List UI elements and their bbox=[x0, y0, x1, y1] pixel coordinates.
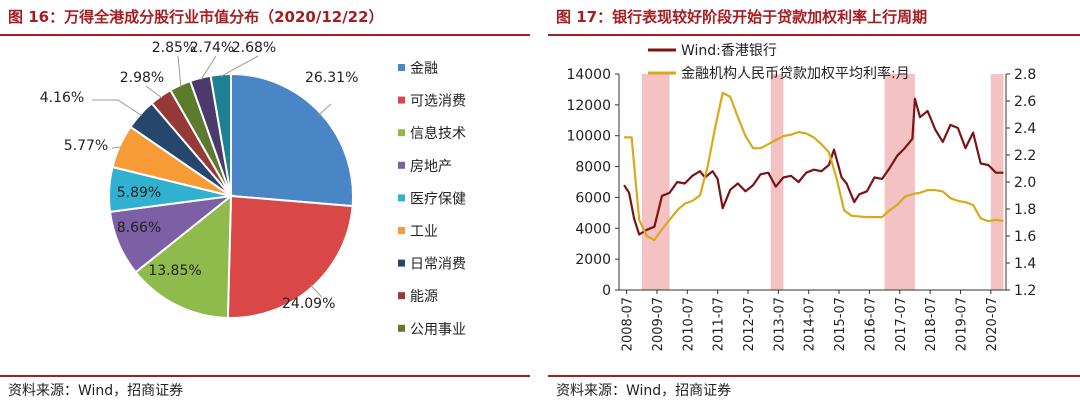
leader-line bbox=[220, 55, 259, 77]
pie-label: 2.74% bbox=[190, 40, 234, 56]
legend-label: Wind:香港银行 bbox=[681, 43, 777, 59]
series-line bbox=[624, 91, 1004, 242]
y-left-tick-label: 12000 bbox=[566, 98, 611, 114]
x-tick-label: 2019-07 bbox=[954, 297, 969, 351]
legend-label: 房地产 bbox=[410, 159, 452, 175]
line-chart: 0 2000 4000 6000 8000 10000 12000 14000 1.2 1.4 1.… bbox=[566, 43, 1036, 351]
pie-label: 8.66% bbox=[117, 220, 161, 236]
x-tick-label: 2011-07 bbox=[712, 297, 727, 351]
legend-swatch bbox=[398, 96, 405, 104]
y-left-tick-label: 4000 bbox=[575, 221, 611, 237]
legend-label: 金融 bbox=[410, 61, 438, 77]
source-rule bbox=[0, 375, 530, 377]
x-tick-label: 2015-07 bbox=[833, 297, 848, 351]
pie-panel: 图 16：万得全港成分股行业市值分布（2020/12/22） 26.31% 24.… bbox=[0, 0, 530, 408]
y-left-tick-label: 0 bbox=[602, 283, 611, 299]
x-tick-label: 2014-07 bbox=[803, 297, 818, 351]
pie-label: 4.16% bbox=[40, 90, 84, 106]
pie-chart: 26.31% 24.09% 13.85% 8.66% 5.89% 5.77% 4.16% 2.… bbox=[40, 40, 466, 338]
x-tick-label: 2018-07 bbox=[924, 297, 939, 351]
legend-label: 金融机构人民币贷款加权平均利率:月 bbox=[681, 65, 910, 82]
line-panel: 图 17：银行表现较好阶段开始于贷款加权利率上行周期 0 2000 4000 6000… bbox=[548, 0, 1080, 408]
y-right-tick-label: 2.6 bbox=[1014, 94, 1036, 110]
title-rule bbox=[0, 34, 530, 36]
legend-label: 能源 bbox=[410, 289, 438, 305]
legend-swatch bbox=[398, 259, 405, 267]
pie-label: 2.68% bbox=[232, 40, 276, 56]
y-right-tick-label: 1.4 bbox=[1014, 256, 1036, 272]
shaded-period bbox=[990, 74, 1004, 290]
pie-slice bbox=[134, 193, 233, 319]
leader-line bbox=[111, 146, 122, 149]
y-right-tick-label: 1.2 bbox=[1014, 283, 1036, 299]
shaded-period bbox=[770, 74, 784, 290]
legend-label: 可选消费 bbox=[410, 94, 466, 110]
pie-slice bbox=[230, 72, 354, 208]
legend-swatch bbox=[398, 161, 405, 169]
y-right-tick-label: 1.6 bbox=[1014, 229, 1036, 245]
legend-label: 日常消费 bbox=[410, 257, 466, 273]
y-left-tick-label: 10000 bbox=[566, 129, 611, 145]
y-right-tick-label: 1.8 bbox=[1014, 202, 1036, 218]
source-note: 资料来源：Wind，招商证券 bbox=[556, 383, 732, 399]
y-left-tick-label: 2000 bbox=[575, 252, 611, 268]
legend-label: 公用事业 bbox=[410, 322, 466, 338]
y-left-tick-label: 8000 bbox=[575, 160, 611, 176]
legend-swatch bbox=[398, 194, 405, 202]
pie-slice bbox=[209, 72, 232, 197]
pie-label: 5.77% bbox=[64, 138, 108, 154]
title-rule bbox=[548, 34, 1080, 36]
pie-label: 2.98% bbox=[120, 70, 164, 86]
y-left-tick-label: 6000 bbox=[575, 190, 611, 206]
pie-label: 26.31% bbox=[305, 70, 358, 86]
leader-line bbox=[318, 103, 332, 116]
leader-line bbox=[310, 284, 323, 298]
y-right-tick-label: 2.2 bbox=[1014, 148, 1036, 164]
pie-label: 13.85% bbox=[148, 263, 201, 279]
shaded-period bbox=[884, 74, 915, 290]
x-tick-label: 2012-07 bbox=[742, 297, 757, 351]
pie-label: 2.85% bbox=[152, 40, 196, 56]
series-line bbox=[623, 97, 1004, 236]
legend-swatch bbox=[398, 129, 405, 137]
x-tick-label: 2008-07 bbox=[621, 297, 636, 351]
y-right-tick-label: 2.8 bbox=[1014, 67, 1036, 83]
x-tick-label: 2017-07 bbox=[894, 297, 909, 351]
x-tick-label: 2009-07 bbox=[651, 297, 666, 351]
line-chart-title: 图 17：银行表现较好阶段开始于贷款加权利率上行周期 bbox=[556, 8, 928, 26]
legend-label: 信息技术 bbox=[410, 125, 466, 142]
legend-swatch bbox=[398, 64, 405, 71]
source-note: 资料来源：Wind，招商证券 bbox=[8, 383, 184, 399]
legend-swatch bbox=[398, 227, 405, 234]
leader-line bbox=[145, 85, 163, 99]
leader-line bbox=[92, 99, 143, 117]
pie-label: 24.09% bbox=[282, 296, 335, 312]
leader-line bbox=[177, 55, 182, 87]
shaded-period bbox=[641, 74, 670, 290]
x-tick-label: 2016-07 bbox=[863, 297, 878, 351]
legend-label: 医疗保健 bbox=[410, 191, 466, 207]
y-left-tick-label: 14000 bbox=[566, 67, 611, 83]
leader-line bbox=[200, 55, 217, 81]
legend-swatch bbox=[398, 324, 405, 332]
x-tick-label: 2010-07 bbox=[681, 297, 696, 351]
pie-label: 5.89% bbox=[117, 185, 161, 201]
x-tick-label: 2013-07 bbox=[772, 297, 787, 351]
y-right-tick-label: 2.0 bbox=[1014, 175, 1036, 191]
y-right-tick-label: 2.4 bbox=[1014, 121, 1036, 137]
legend-swatch bbox=[398, 292, 405, 300]
legend-label: 工业 bbox=[410, 224, 438, 240]
x-tick-label: 2020-07 bbox=[985, 297, 1000, 351]
pie-chart-title: 图 16：万得全港成分股行业市值分布（2020/12/22） bbox=[8, 8, 384, 26]
source-rule bbox=[548, 375, 1080, 377]
